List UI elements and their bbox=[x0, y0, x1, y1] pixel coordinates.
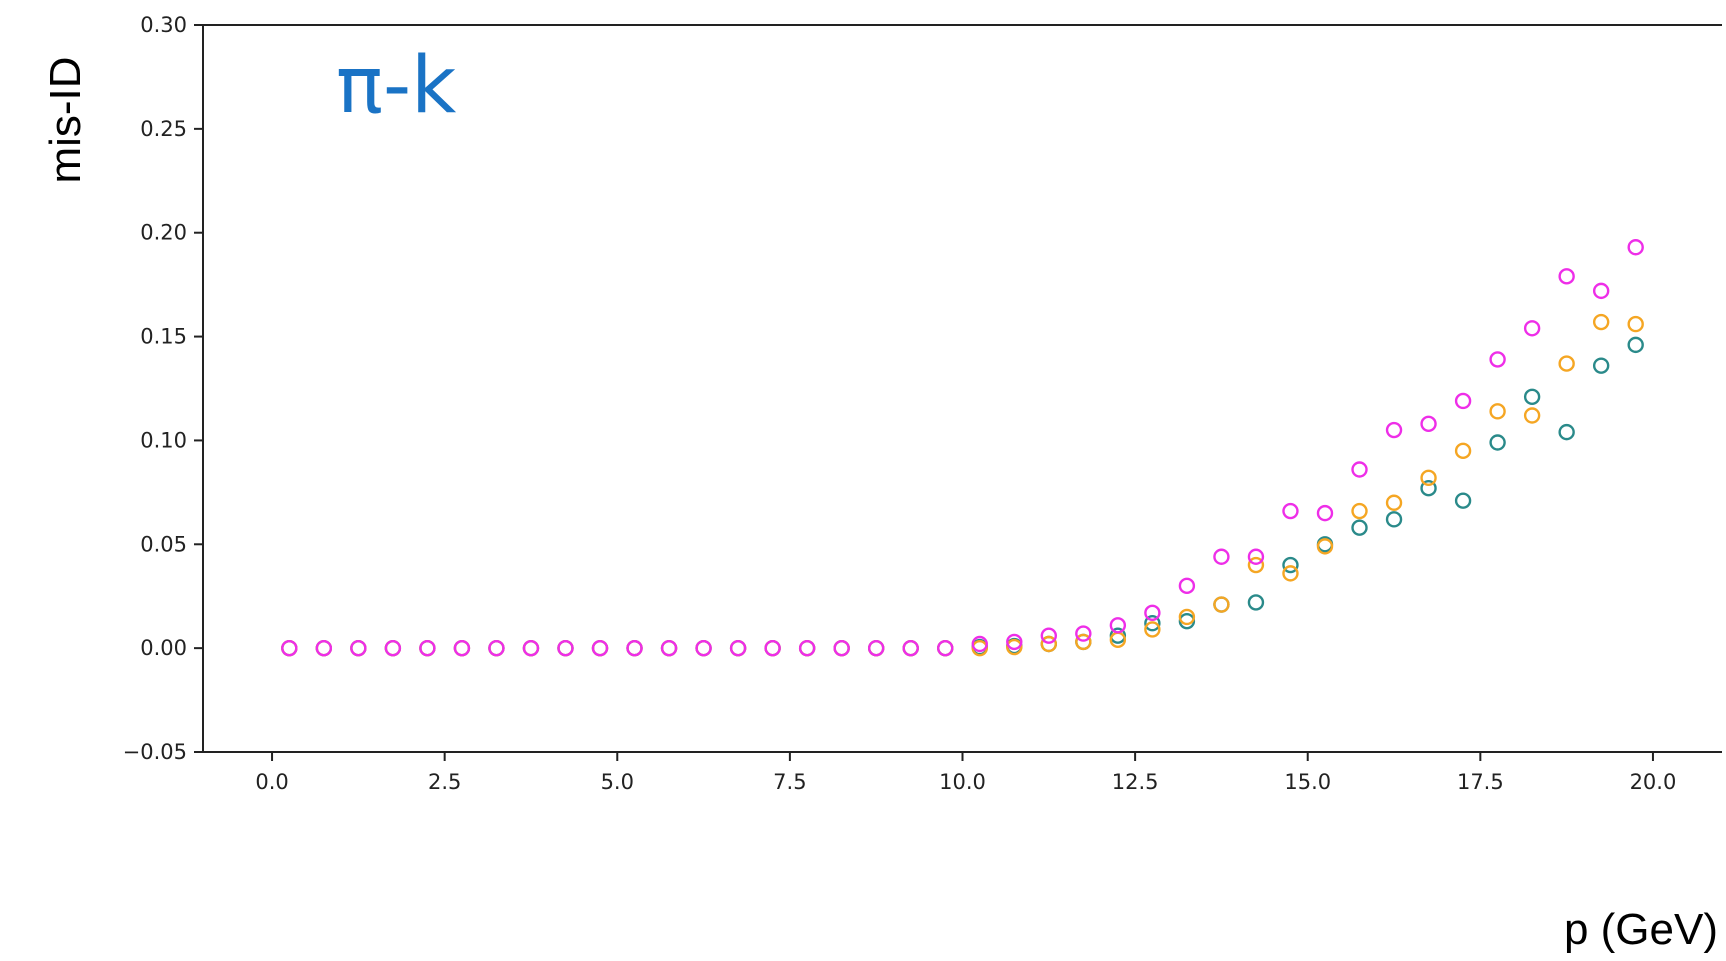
data-point bbox=[1316, 538, 1334, 555]
data-point bbox=[1282, 565, 1299, 582]
data-point bbox=[764, 639, 781, 657]
data-point bbox=[1523, 407, 1541, 424]
data-point bbox=[1247, 548, 1265, 565]
data-point bbox=[281, 639, 298, 657]
data-point bbox=[902, 639, 919, 657]
y-tick-label: 0.10 bbox=[140, 428, 187, 452]
data-point bbox=[1627, 239, 1644, 256]
data-point bbox=[522, 639, 540, 657]
data-point bbox=[1454, 442, 1472, 460]
data-point bbox=[1351, 461, 1368, 478]
plot-area bbox=[281, 239, 1644, 657]
data-point bbox=[1385, 494, 1403, 511]
data-point bbox=[1558, 355, 1575, 372]
data-point bbox=[453, 639, 471, 657]
data-point bbox=[1592, 313, 1610, 331]
data-point bbox=[488, 639, 505, 657]
x-tick-label: 12.5 bbox=[1112, 770, 1159, 794]
data-point bbox=[1178, 577, 1196, 595]
data-point bbox=[626, 639, 643, 657]
data-point bbox=[1075, 633, 1092, 651]
data-point bbox=[1144, 621, 1161, 638]
series-0 bbox=[281, 336, 1644, 657]
y-tick-label: 0.00 bbox=[140, 636, 187, 660]
data-point bbox=[1006, 638, 1023, 656]
series-2 bbox=[281, 239, 1644, 657]
data-point bbox=[591, 639, 609, 657]
data-point bbox=[867, 639, 885, 657]
data-point bbox=[1592, 357, 1610, 374]
y-tick-label: 0.05 bbox=[140, 532, 187, 556]
data-point bbox=[1144, 615, 1161, 632]
series-1 bbox=[281, 313, 1644, 657]
data-point bbox=[1420, 480, 1437, 497]
data-point bbox=[1489, 434, 1506, 451]
data-point bbox=[1523, 320, 1541, 337]
data-point bbox=[315, 639, 333, 657]
data-point bbox=[1282, 502, 1299, 520]
data-point bbox=[1523, 388, 1541, 406]
y-tick-label: 0.15 bbox=[140, 325, 187, 349]
data-point bbox=[1247, 556, 1265, 574]
data-point bbox=[1454, 492, 1472, 509]
data-point bbox=[1247, 594, 1265, 611]
data-point bbox=[419, 639, 436, 657]
y-axis-label: mis-ID bbox=[41, 56, 90, 183]
data-point bbox=[1213, 596, 1230, 613]
x-tick-label: 7.5 bbox=[773, 770, 806, 794]
data-point bbox=[1420, 469, 1437, 487]
data-point bbox=[833, 639, 850, 657]
data-point bbox=[1351, 502, 1368, 520]
x-tick-label: 5.0 bbox=[601, 770, 634, 794]
data-point bbox=[1075, 625, 1092, 642]
data-point bbox=[1558, 268, 1575, 285]
data-point bbox=[1040, 627, 1058, 644]
data-point bbox=[1316, 504, 1334, 522]
data-point bbox=[384, 639, 402, 657]
data-point bbox=[1109, 617, 1127, 634]
data-point bbox=[937, 639, 954, 657]
data-point bbox=[1420, 415, 1437, 433]
x-axis-label: p (GeV) bbox=[1564, 905, 1718, 954]
data-point bbox=[1489, 351, 1506, 368]
x-tick-label: 17.5 bbox=[1457, 770, 1504, 794]
data-point bbox=[1558, 423, 1575, 441]
data-point bbox=[1627, 336, 1644, 354]
data-point bbox=[1351, 519, 1368, 536]
data-point bbox=[1385, 511, 1403, 528]
data-point bbox=[1454, 392, 1472, 410]
data-point bbox=[695, 639, 712, 657]
y-tick-label: 0.25 bbox=[140, 117, 187, 141]
data-point bbox=[798, 639, 816, 657]
chart-title: π-k bbox=[336, 41, 456, 131]
data-point bbox=[971, 635, 988, 653]
x-tick-label: 2.5 bbox=[428, 770, 461, 794]
axes: −0.05 0.00 0.05 0.10 0.15 0.20 0.25 0.30 0.0 2.5 5… bbox=[123, 13, 1722, 794]
x-tick-label: 10.0 bbox=[939, 770, 986, 794]
data-point bbox=[350, 639, 367, 657]
y-tick-label: 0.20 bbox=[140, 221, 187, 245]
data-point bbox=[660, 639, 678, 657]
y-tick-label: 0.30 bbox=[140, 13, 187, 37]
data-point bbox=[1040, 635, 1058, 653]
data-point bbox=[557, 639, 574, 657]
y-tick-label: −0.05 bbox=[123, 740, 187, 764]
x-tick-label: 0.0 bbox=[255, 770, 288, 794]
data-point bbox=[1178, 608, 1196, 626]
data-point bbox=[1489, 403, 1506, 420]
data-point bbox=[1213, 548, 1230, 565]
data-point bbox=[1282, 556, 1299, 574]
data-point bbox=[1627, 315, 1644, 333]
x-tick-label: 20.0 bbox=[1630, 770, 1677, 794]
data-point bbox=[729, 639, 747, 657]
data-point bbox=[1592, 282, 1610, 300]
data-point bbox=[1006, 633, 1023, 651]
data-point bbox=[1144, 604, 1161, 622]
x-tick-label: 15.0 bbox=[1284, 770, 1331, 794]
data-point bbox=[1385, 421, 1403, 439]
